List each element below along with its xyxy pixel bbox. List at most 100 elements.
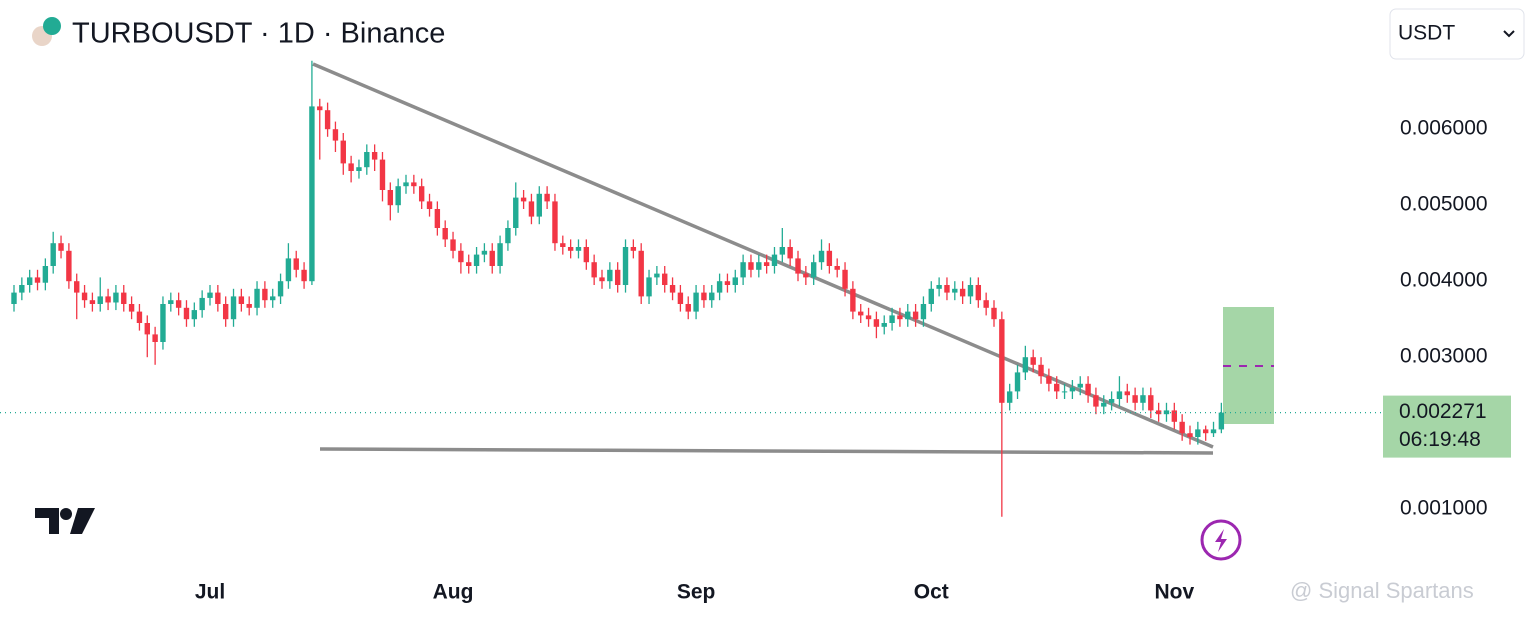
candle-body (152, 334, 158, 342)
logo-part (35, 508, 59, 534)
target-box (1223, 307, 1274, 424)
candle-body (19, 285, 25, 293)
candle-body (795, 258, 801, 274)
price-label-box (1383, 395, 1511, 458)
candle-body (395, 186, 401, 206)
x-tick-label: Jul (195, 581, 225, 604)
candle-body (199, 297, 205, 311)
currency-select[interactable]: USDT (1389, 8, 1525, 60)
candle-body (881, 323, 887, 327)
select-label[interactable]: USDT (1398, 22, 1455, 45)
candle-body (779, 247, 786, 255)
candle-body (128, 304, 135, 312)
candle-body (944, 285, 950, 293)
candle-body (1108, 399, 1115, 403)
select-box[interactable] (1389, 8, 1525, 60)
x-tick-label: Oct (914, 581, 949, 604)
candle-body (1124, 391, 1130, 396)
candle-body (348, 163, 354, 171)
candle-body (912, 311, 919, 320)
candle-body (136, 311, 143, 323)
candle-body (1163, 410, 1170, 415)
candle-body (230, 296, 237, 320)
candle-body (277, 281, 284, 297)
candle-body (309, 106, 315, 282)
candle-body (458, 250, 464, 263)
x-tick-label: Sep (677, 581, 716, 604)
candle-body (771, 254, 778, 266)
candle-body (497, 243, 503, 266)
candle-body (1038, 364, 1044, 377)
candle-body (74, 281, 80, 293)
candle-body (693, 292, 699, 312)
candle-body (113, 292, 119, 303)
candle-body (865, 315, 872, 320)
candle-body (293, 258, 299, 270)
icon-ring[interactable] (1200, 519, 1242, 561)
candle-body (26, 277, 33, 285)
candle-body (473, 254, 480, 266)
candle-body (1085, 383, 1091, 396)
candle-body (607, 269, 613, 282)
candle-body (34, 277, 41, 283)
candle-body (748, 262, 754, 270)
candle-body (810, 262, 817, 278)
y-tick-label: 0.003000 (1400, 345, 1488, 368)
candle-body (1054, 383, 1060, 392)
logo-part (70, 508, 95, 534)
candle-body (709, 292, 715, 301)
candle-body (1069, 387, 1076, 392)
candle-body (371, 152, 378, 160)
candle-body (1101, 402, 1107, 407)
candle-body (662, 273, 668, 285)
candle-body (238, 296, 245, 304)
candle-body (105, 296, 111, 303)
candle-body (1077, 383, 1083, 388)
candle-body (638, 250, 644, 297)
candle-body (66, 250, 72, 282)
candle-body (81, 292, 88, 301)
y-tick-label: 0.001000 (1400, 497, 1488, 520)
candle-body (787, 247, 793, 259)
candle-body (175, 300, 182, 308)
candle-body (975, 285, 982, 301)
candle-body (599, 277, 605, 282)
candle-body (1202, 429, 1209, 434)
candle-body (858, 311, 864, 316)
candle-body (818, 250, 825, 263)
candle-body (1046, 376, 1052, 384)
candle-body (1187, 433, 1193, 437)
trend-line (312, 62, 1214, 449)
candle-body (622, 247, 629, 285)
watermark: @ Signal Spartans (1290, 578, 1474, 603)
candle-body (466, 262, 472, 266)
y-tick-label: 0.005000 (1400, 193, 1488, 216)
candle-body (677, 292, 684, 304)
candle-body (685, 304, 691, 312)
candle-body (481, 250, 488, 255)
candle-body (332, 129, 339, 141)
candle-body (340, 140, 346, 164)
candle-body (1148, 395, 1154, 411)
y-tick-label: 0.004000 (1400, 269, 1488, 292)
candle-body (411, 182, 417, 187)
logo-part (60, 508, 72, 520)
candle-body (379, 159, 386, 190)
last-price-label: 0.002271 (1399, 400, 1487, 423)
x-tick-label: Aug (433, 581, 474, 604)
candle-body (364, 152, 370, 168)
lightning-icon[interactable] (1200, 519, 1242, 561)
candle-body (959, 288, 966, 297)
candle-body (520, 197, 527, 202)
candle-body (630, 247, 637, 251)
candle-body (1179, 421, 1185, 434)
candle-body (967, 285, 974, 297)
candle-body (489, 250, 495, 266)
candle-body (724, 281, 731, 285)
candle-body (270, 296, 276, 301)
select-caret (1503, 30, 1515, 38)
icon-bolt[interactable] (1215, 529, 1227, 552)
candle-body (654, 273, 660, 278)
candle-body (756, 262, 762, 270)
